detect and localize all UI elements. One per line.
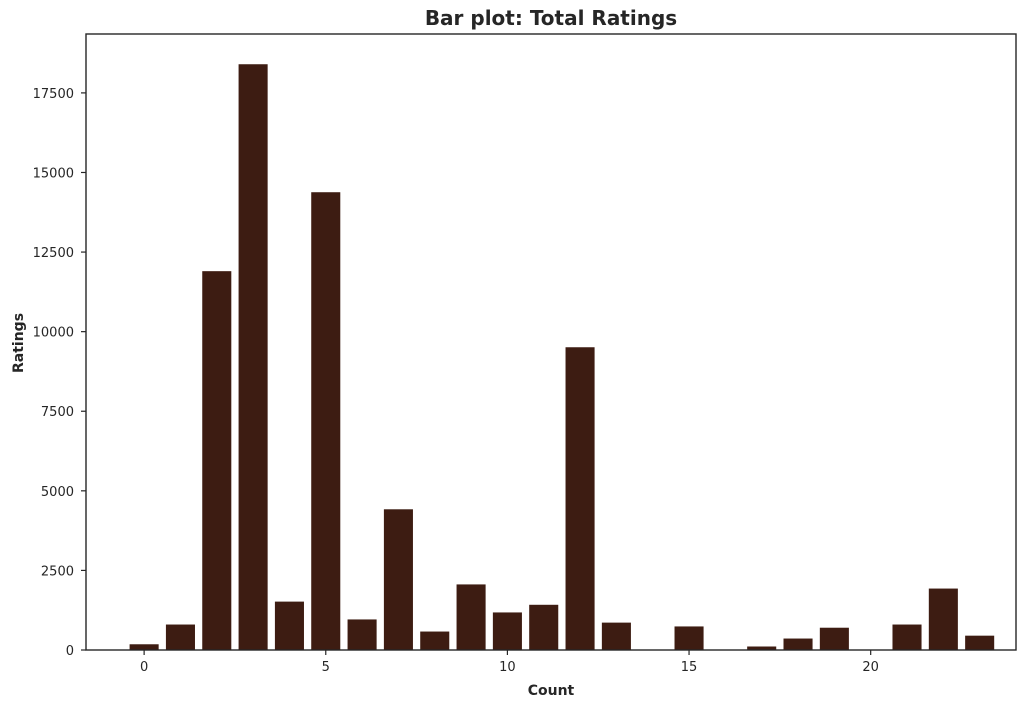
x-tick-label: 20 bbox=[862, 660, 879, 675]
bar-4 bbox=[274, 601, 304, 650]
bar-5 bbox=[311, 192, 341, 650]
bar-21 bbox=[892, 624, 922, 650]
x-tick-label: 5 bbox=[322, 660, 330, 675]
y-tick-label: 15000 bbox=[33, 166, 74, 181]
chart-title: Bar plot: Total Ratings bbox=[425, 6, 677, 30]
x-ticks-group: 0 5 10 15 20 bbox=[140, 650, 879, 675]
y-tick-label: 5000 bbox=[41, 485, 74, 500]
bar-7 bbox=[383, 509, 413, 650]
bars-group bbox=[129, 64, 995, 651]
bar-6 bbox=[347, 619, 377, 650]
x-tick-label: 15 bbox=[681, 660, 698, 675]
bar-3 bbox=[238, 64, 268, 651]
bar-11 bbox=[529, 604, 559, 650]
y-tick-label: 7500 bbox=[41, 405, 74, 420]
bar-18 bbox=[783, 638, 813, 650]
x-tick-label: 0 bbox=[140, 660, 148, 675]
bar-2 bbox=[202, 271, 232, 650]
bar-9 bbox=[456, 584, 486, 650]
bar-15 bbox=[674, 626, 704, 650]
bar-23 bbox=[965, 635, 995, 650]
y-tick-label: 17500 bbox=[33, 87, 74, 102]
bar-17 bbox=[747, 646, 777, 650]
y-tick-label: 2500 bbox=[41, 564, 74, 579]
y-tick-label: 12500 bbox=[33, 246, 74, 261]
y-tick-label: 10000 bbox=[33, 326, 74, 341]
bar-13 bbox=[601, 622, 631, 650]
y-ticks-group: 0 2500 5000 7500 10000 12500 15000 17500 bbox=[33, 87, 86, 659]
y-axis-label: Ratings bbox=[11, 313, 27, 373]
bar-0 bbox=[129, 644, 159, 650]
bar-12 bbox=[565, 347, 595, 650]
y-tick-label: 0 bbox=[66, 644, 74, 659]
bar-1 bbox=[165, 624, 195, 650]
bar-22 bbox=[928, 588, 958, 650]
x-tick-label: 10 bbox=[499, 660, 516, 675]
bar-19 bbox=[819, 627, 849, 650]
bar-8 bbox=[420, 631, 450, 650]
x-axis-label: Count bbox=[528, 683, 575, 699]
plot-frame bbox=[85, 33, 1017, 651]
bar-10 bbox=[492, 612, 522, 650]
